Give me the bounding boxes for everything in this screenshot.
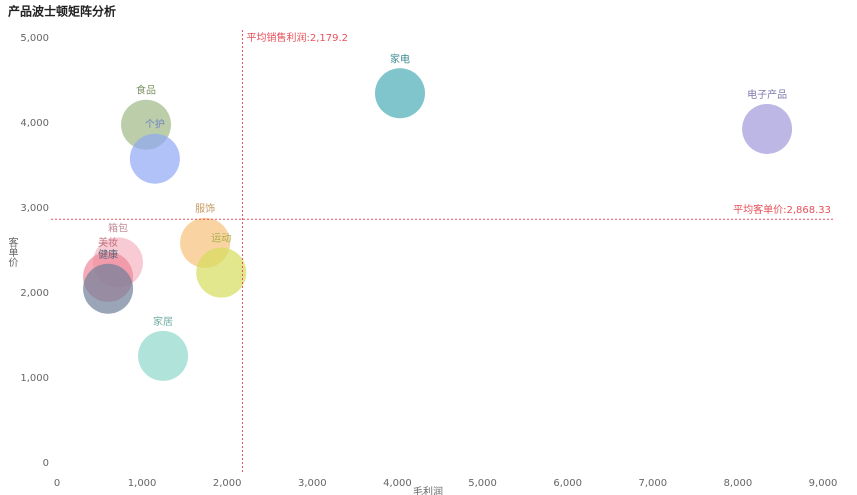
y-tick-label: 5,000 bbox=[20, 33, 49, 44]
bubble bbox=[138, 330, 189, 381]
bubble bbox=[742, 103, 793, 154]
x-tick-label: 4,000 bbox=[383, 478, 412, 489]
y-tick-label: 2,000 bbox=[20, 288, 49, 299]
bubble-label: 运动 bbox=[211, 233, 231, 245]
x-tick-label: 3,000 bbox=[298, 478, 327, 489]
x-tick-label: 1,000 bbox=[128, 478, 157, 489]
x-tick-label: 2,000 bbox=[213, 478, 242, 489]
x-tick-label: 5,000 bbox=[468, 478, 497, 489]
y-tick-label: 1,000 bbox=[20, 373, 49, 384]
bubble bbox=[129, 133, 180, 184]
x-tick-label: 9,000 bbox=[809, 478, 838, 489]
bubble-label: 家居 bbox=[153, 315, 173, 328]
bubble bbox=[374, 68, 425, 119]
bubble-label: 个护 bbox=[145, 118, 165, 131]
x-tick-label: 7,000 bbox=[638, 478, 667, 489]
reference-label: 平均客单价:2,868.33 bbox=[733, 203, 831, 216]
x-tick-label: 0 bbox=[54, 478, 60, 489]
x-axis-label: 毛利润 bbox=[413, 485, 443, 495]
chart-title: 产品波士顿矩阵分析 bbox=[8, 4, 116, 19]
y-tick-label: 0 bbox=[43, 458, 49, 469]
bubble-label: 箱包 bbox=[108, 221, 128, 234]
reference-label: 平均销售利润:2,179.2 bbox=[246, 31, 348, 44]
bubble bbox=[196, 247, 247, 298]
bubble-label: 服饰 bbox=[195, 202, 215, 215]
bubble bbox=[83, 263, 134, 314]
bubble-label: 电子产品 bbox=[747, 88, 787, 101]
x-tick-label: 8,000 bbox=[724, 478, 753, 489]
y-axis-label: 客单价 bbox=[6, 236, 18, 267]
bubble-label: 健康 bbox=[98, 248, 118, 261]
y-tick-label: 4,000 bbox=[20, 118, 49, 129]
x-tick-label: 6,000 bbox=[553, 478, 582, 489]
bubble-label: 家电 bbox=[390, 52, 410, 65]
bubble-label: 美妆 bbox=[98, 236, 118, 249]
bubble-label: 食品 bbox=[136, 84, 156, 97]
y-tick-label: 3,000 bbox=[20, 203, 49, 214]
